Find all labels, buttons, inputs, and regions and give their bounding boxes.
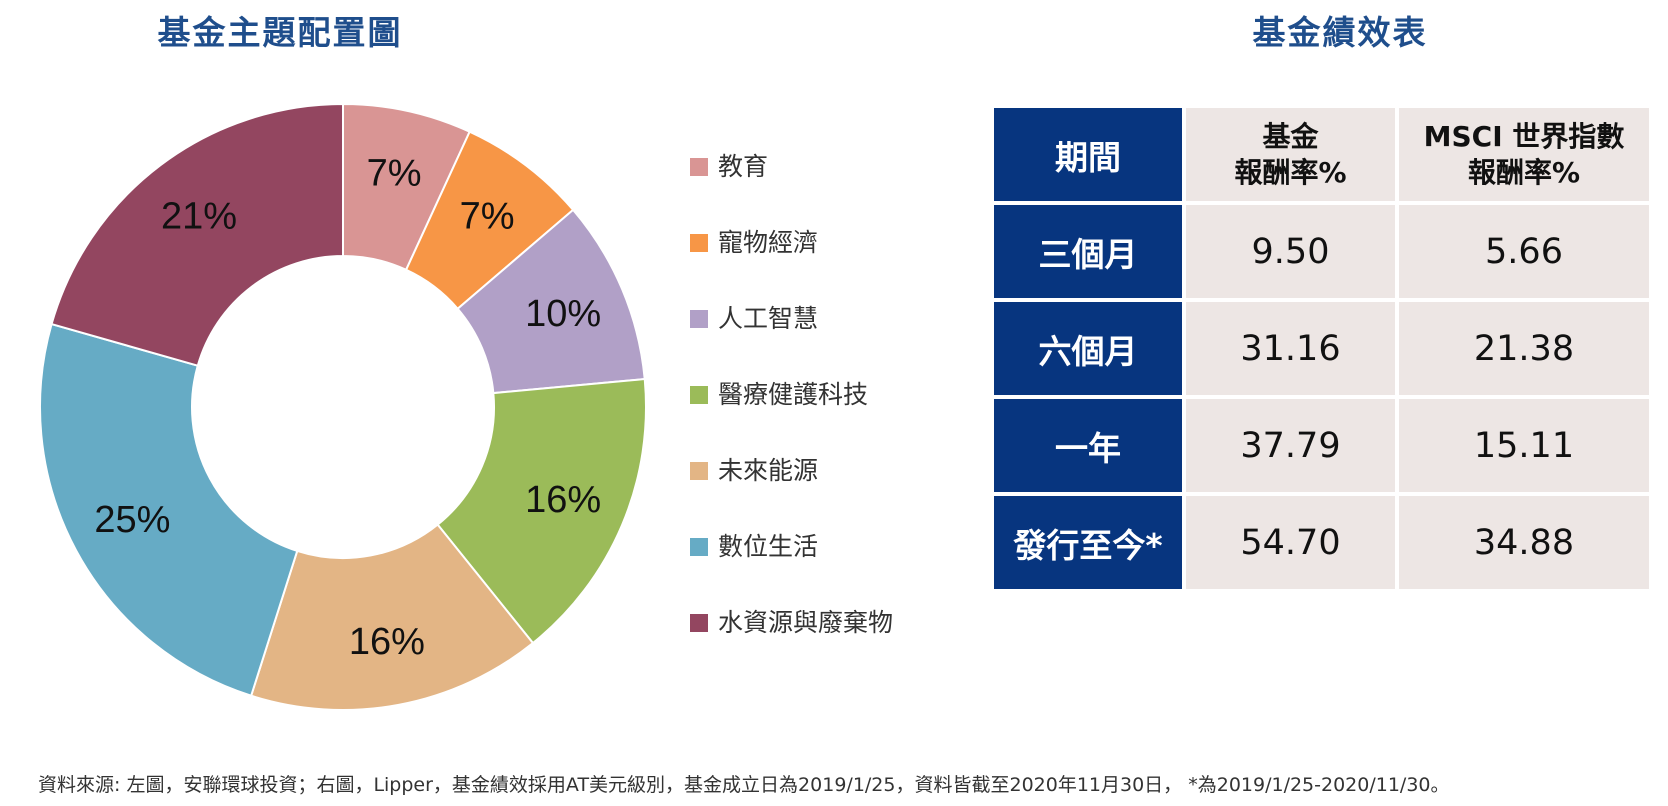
legend-label: 水資源與廢棄物: [718, 608, 894, 637]
slice-label: 16%: [349, 621, 425, 663]
performance-table: 期間 基金 報酬率% MSCI 世界指數 報酬率% 三個月 9.50 5.66 …: [990, 104, 1653, 593]
header-msci-line1: MSCI 世界指數: [1423, 119, 1625, 153]
donut-slice: [39, 322, 299, 697]
header-fund-line1: 基金: [1262, 119, 1319, 153]
legend-item: 未來能源: [690, 456, 893, 532]
row-period: 一年: [994, 399, 1182, 492]
row-msci-value: 34.88: [1399, 496, 1649, 589]
legend-swatch: [690, 614, 708, 632]
table-row: 發行至今* 54.70 34.88: [994, 496, 1649, 589]
slice-label: 7%: [460, 195, 515, 237]
legend-item: 寵物經濟: [690, 228, 893, 304]
header-period: 期間: [994, 108, 1182, 201]
donut-slice: [436, 377, 647, 645]
row-msci-value: 15.11: [1399, 399, 1649, 492]
table-row: 六個月 31.16 21.38: [994, 302, 1649, 395]
donut-legend: 教育寵物經濟人工智慧醫療健護科技 未來能源數位生活水資源與廢棄物: [690, 152, 893, 684]
slice-label: 7%: [367, 153, 422, 195]
legend-label: 教育: [718, 152, 769, 181]
table-header-row: 期間 基金 報酬率% MSCI 世界指數 報酬率%: [994, 108, 1649, 201]
row-period: 三個月: [994, 205, 1182, 298]
row-period: 發行至今*: [994, 496, 1182, 589]
row-msci-value: 21.38: [1399, 302, 1649, 395]
legend-swatch: [690, 158, 708, 176]
donut-slice: [249, 523, 535, 711]
legend-item: 醫療健護科技: [690, 380, 893, 456]
slice-label: 25%: [94, 499, 170, 541]
legend-item: 數位生活: [690, 532, 893, 608]
legend-swatch: [690, 386, 708, 404]
donut-slice: [50, 102, 344, 367]
header-msci-return: MSCI 世界指數 報酬率%: [1399, 108, 1649, 201]
legend-item: 人工智慧: [690, 304, 893, 380]
row-period: 六個月: [994, 302, 1182, 395]
table-row: 一年 37.79 15.11: [994, 399, 1649, 492]
header-fund-return: 基金 報酬率%: [1186, 108, 1395, 201]
performance-table-title: 基金績效表: [1252, 13, 1428, 52]
row-fund-value: 54.70: [1186, 496, 1395, 589]
slice-label: 10%: [525, 293, 601, 335]
legend-label: 醫療健護科技: [718, 380, 869, 409]
table-row: 三個月 9.50 5.66: [994, 205, 1649, 298]
slice-label: 21%: [161, 195, 237, 237]
legend-swatch: [690, 538, 708, 556]
legend-swatch: [690, 462, 708, 480]
slice-label: 16%: [525, 479, 601, 521]
legend-label: 未來能源: [718, 456, 819, 485]
row-fund-value: 37.79: [1186, 399, 1395, 492]
donut-chart-title: 基金主題配置圖: [157, 13, 403, 52]
legend-item: 水資源與廢棄物: [690, 608, 893, 684]
legend-swatch: [690, 234, 708, 252]
legend-item: 教育: [690, 152, 893, 228]
legend-label: 人工智慧: [718, 304, 819, 333]
legend-label: 數位生活: [718, 532, 819, 561]
allocation-donut-chart: 7% 7% 10% 16% 16% 25% 21%: [39, 102, 647, 711]
source-footnote: 資料來源: 左圖，安聯環球投資；右圖，Lipper，基金績效採用AT美元級別，基…: [38, 774, 1450, 796]
row-msci-value: 5.66: [1399, 205, 1649, 298]
row-fund-value: 31.16: [1186, 302, 1395, 395]
legend-swatch: [690, 310, 708, 328]
header-msci-line2: 報酬率%: [1467, 155, 1581, 189]
legend-label: 寵物經濟: [718, 228, 819, 257]
header-fund-line2: 報酬率%: [1234, 155, 1347, 189]
row-fund-value: 9.50: [1186, 205, 1395, 298]
